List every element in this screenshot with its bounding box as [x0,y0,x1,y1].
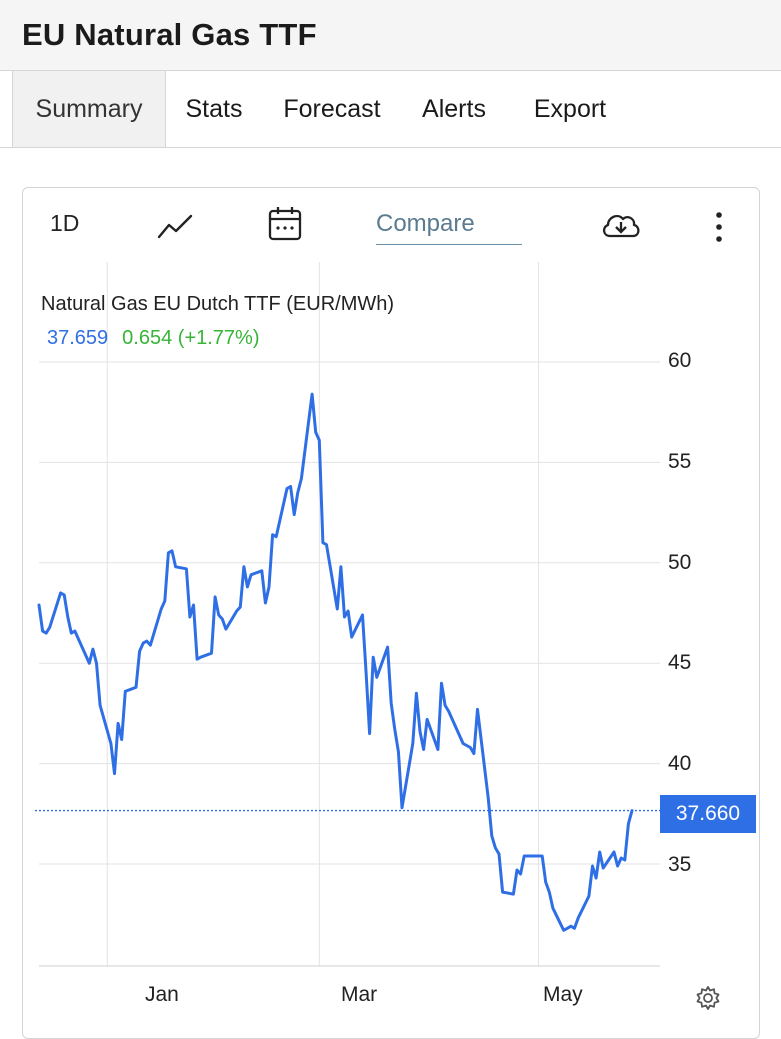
tab-forecast[interactable]: Forecast [283,95,381,123]
compare-input[interactable]: Compare [376,210,522,245]
tab-bar: Summary Stats Forecast Alerts Export [0,71,781,148]
tab-summary[interactable]: Summary [12,71,166,147]
x-tick-label: Mar [341,983,378,1006]
more-vertical-icon[interactable] [713,210,725,244]
instrument-name: Natural Gas EU Dutch TTF (EUR/MWh) [41,293,395,315]
price-summary: 37.659 0.654 (+1.77%) [47,327,260,350]
gear-icon[interactable] [695,985,721,1011]
calendar-icon[interactable] [267,205,303,243]
compare-label: Compare [376,210,475,237]
download-cloud-icon[interactable] [600,210,642,240]
period-selector[interactable]: 1D [50,210,80,236]
y-tick-label: 50 [668,551,692,574]
tab-alerts[interactable]: Alerts [422,95,486,123]
tab-export[interactable]: Export [533,95,607,123]
page-title: EU Natural Gas TTF [22,17,317,52]
price-chart[interactable] [23,188,759,1038]
line-chart-icon[interactable] [156,212,194,240]
y-tick-label: 60 [668,349,692,372]
last-price: 37.659 [47,327,109,349]
header-bar: EU Natural Gas TTF [0,0,781,71]
y-tick-label: 35 [668,853,692,876]
x-tick-label: Jan [145,983,179,1006]
y-tick-label: 40 [668,752,692,775]
tab-stats[interactable]: Stats [185,95,243,123]
price-change: 0.654 (+1.77%) [122,327,260,349]
price-series-line [37,392,634,932]
last-price-flag: 37.660 [660,795,756,833]
chart-card: 1D Compare Natural Gas EU Dutch TTF (EUR… [22,187,760,1039]
x-tick-label: May [543,983,583,1006]
y-tick-label: 45 [668,651,692,674]
y-tick-label: 55 [668,450,692,473]
